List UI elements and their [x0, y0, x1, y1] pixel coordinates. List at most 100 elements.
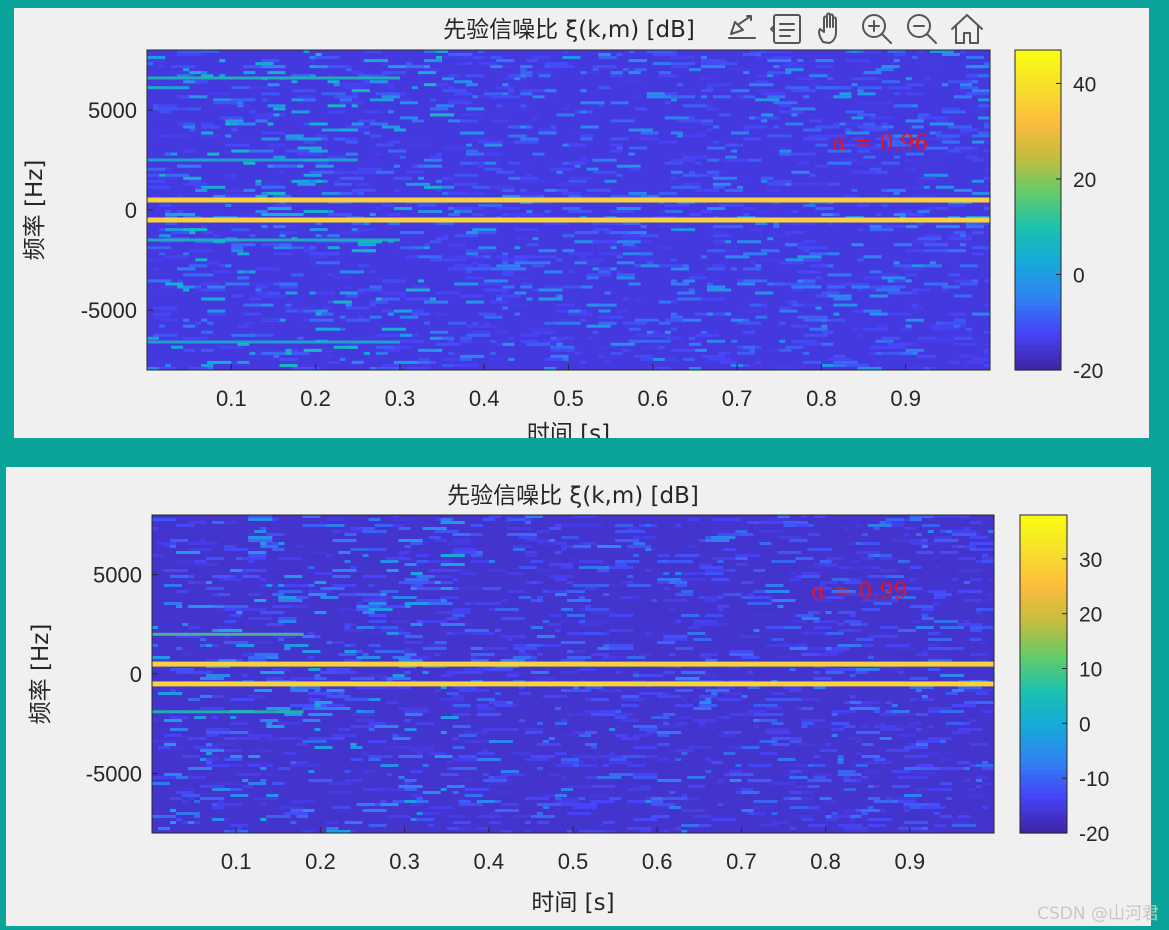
- noise-cell: [663, 638, 688, 641]
- noise-cell: [410, 572, 423, 575]
- noise-cell: [729, 533, 754, 536]
- noise-cell: [585, 605, 591, 608]
- noise-cell: [851, 137, 864, 141]
- noise-cell: [670, 176, 677, 180]
- noise-cell: [404, 710, 429, 713]
- noise-cell: [512, 656, 531, 659]
- noise-cell: [725, 255, 750, 259]
- noise-cell: [520, 68, 527, 72]
- noise-cell: [591, 572, 609, 575]
- noise-cell: [278, 767, 291, 770]
- data-tips-icon[interactable]: [770, 14, 801, 44]
- noise-cell: [326, 641, 345, 644]
- noise-cell: [719, 351, 725, 355]
- noise-cell: [767, 188, 780, 192]
- noise-cell: [418, 348, 437, 352]
- export-icon[interactable]: [728, 15, 756, 39]
- noise-cell: [971, 89, 990, 93]
- noise-cell: [927, 725, 934, 728]
- zoom-out-icon[interactable]: [907, 14, 937, 44]
- noise-cell: [356, 608, 369, 611]
- noise-cell: [586, 273, 611, 277]
- noise-cell: [723, 752, 730, 755]
- zoom-in-icon[interactable]: [862, 14, 892, 44]
- noise-cell: [159, 252, 165, 256]
- noise-cell: [953, 294, 972, 298]
- noise-cell: [873, 554, 880, 557]
- colorbar-segment: [1020, 664, 1067, 670]
- noise-cell: [201, 318, 208, 322]
- noise-cell: [496, 294, 521, 298]
- noise-cell: [809, 303, 834, 307]
- noise-cell: [789, 668, 796, 671]
- noise-cell: [707, 339, 726, 343]
- noise-cell: [387, 348, 400, 352]
- noise-cell: [243, 303, 262, 307]
- noise-cell: [411, 360, 430, 364]
- noise-cell: [345, 294, 358, 298]
- noise-cell: [923, 264, 942, 268]
- noise-cell: [440, 788, 447, 791]
- noise-cell: [855, 593, 880, 596]
- noise-cell: [261, 243, 280, 247]
- noise-cell: [591, 800, 616, 803]
- noise-cell: [284, 647, 291, 650]
- noise-cell: [927, 707, 952, 710]
- noise-cell: [320, 671, 339, 674]
- noise-cell: [945, 791, 964, 794]
- noise-cell: [176, 551, 201, 554]
- noise-cell: [357, 264, 370, 268]
- noise-cell: [428, 569, 447, 572]
- colorbar-segment: [1015, 305, 1061, 311]
- x-tick-label: 0.7: [726, 849, 757, 874]
- noise-cell: [891, 524, 904, 527]
- home-icon[interactable]: [951, 14, 983, 44]
- noise-cell: [315, 309, 328, 313]
- noise-cell: [345, 342, 358, 346]
- noise-cell: [454, 92, 473, 96]
- noise-cell: [927, 638, 952, 641]
- noise-cell: [375, 345, 394, 349]
- noise-cell: [165, 228, 178, 232]
- noise-cell: [562, 107, 569, 111]
- noise-cell: [627, 782, 640, 785]
- noise-cell: [915, 653, 928, 656]
- colorbar-segment: [1020, 544, 1067, 551]
- noise-cell: [248, 533, 255, 536]
- noise-cell: [664, 204, 689, 207]
- noise-cell: [267, 207, 292, 210]
- noise-cell: [771, 743, 790, 746]
- noise-cell: [442, 176, 455, 180]
- noise-cell: [369, 285, 382, 289]
- noise-cell: [567, 590, 585, 593]
- noise-cell: [707, 288, 732, 292]
- noise-cell: [747, 593, 754, 596]
- noise-cell: [225, 282, 250, 286]
- noise-cell: [392, 788, 417, 791]
- noise-cell: [791, 210, 798, 213]
- noise-cell: [616, 255, 623, 259]
- noise-cell: [849, 761, 874, 764]
- noise-cell: [957, 761, 970, 764]
- pan-hand-icon[interactable]: [818, 12, 837, 44]
- noise-cell: [326, 641, 333, 644]
- noise-cell: [183, 318, 190, 322]
- noise-cell: [658, 321, 671, 325]
- noise-cell: [831, 590, 856, 593]
- noise-cell: [315, 261, 340, 265]
- noise-cell: [909, 620, 928, 623]
- noise-cell: [189, 231, 196, 235]
- noise-cell: [460, 357, 473, 361]
- noise-cell: [362, 632, 387, 635]
- noise-cell: [272, 605, 291, 608]
- noise-cell: [550, 188, 569, 192]
- noise-cell: [713, 312, 725, 316]
- noise-cell: [387, 149, 406, 153]
- noise-cell: [452, 821, 471, 824]
- noise-cell: [945, 692, 958, 695]
- noise-cell: [561, 788, 573, 791]
- noise-cell: [315, 65, 334, 69]
- noise-cell: [380, 803, 399, 806]
- noise-cell: [651, 716, 670, 719]
